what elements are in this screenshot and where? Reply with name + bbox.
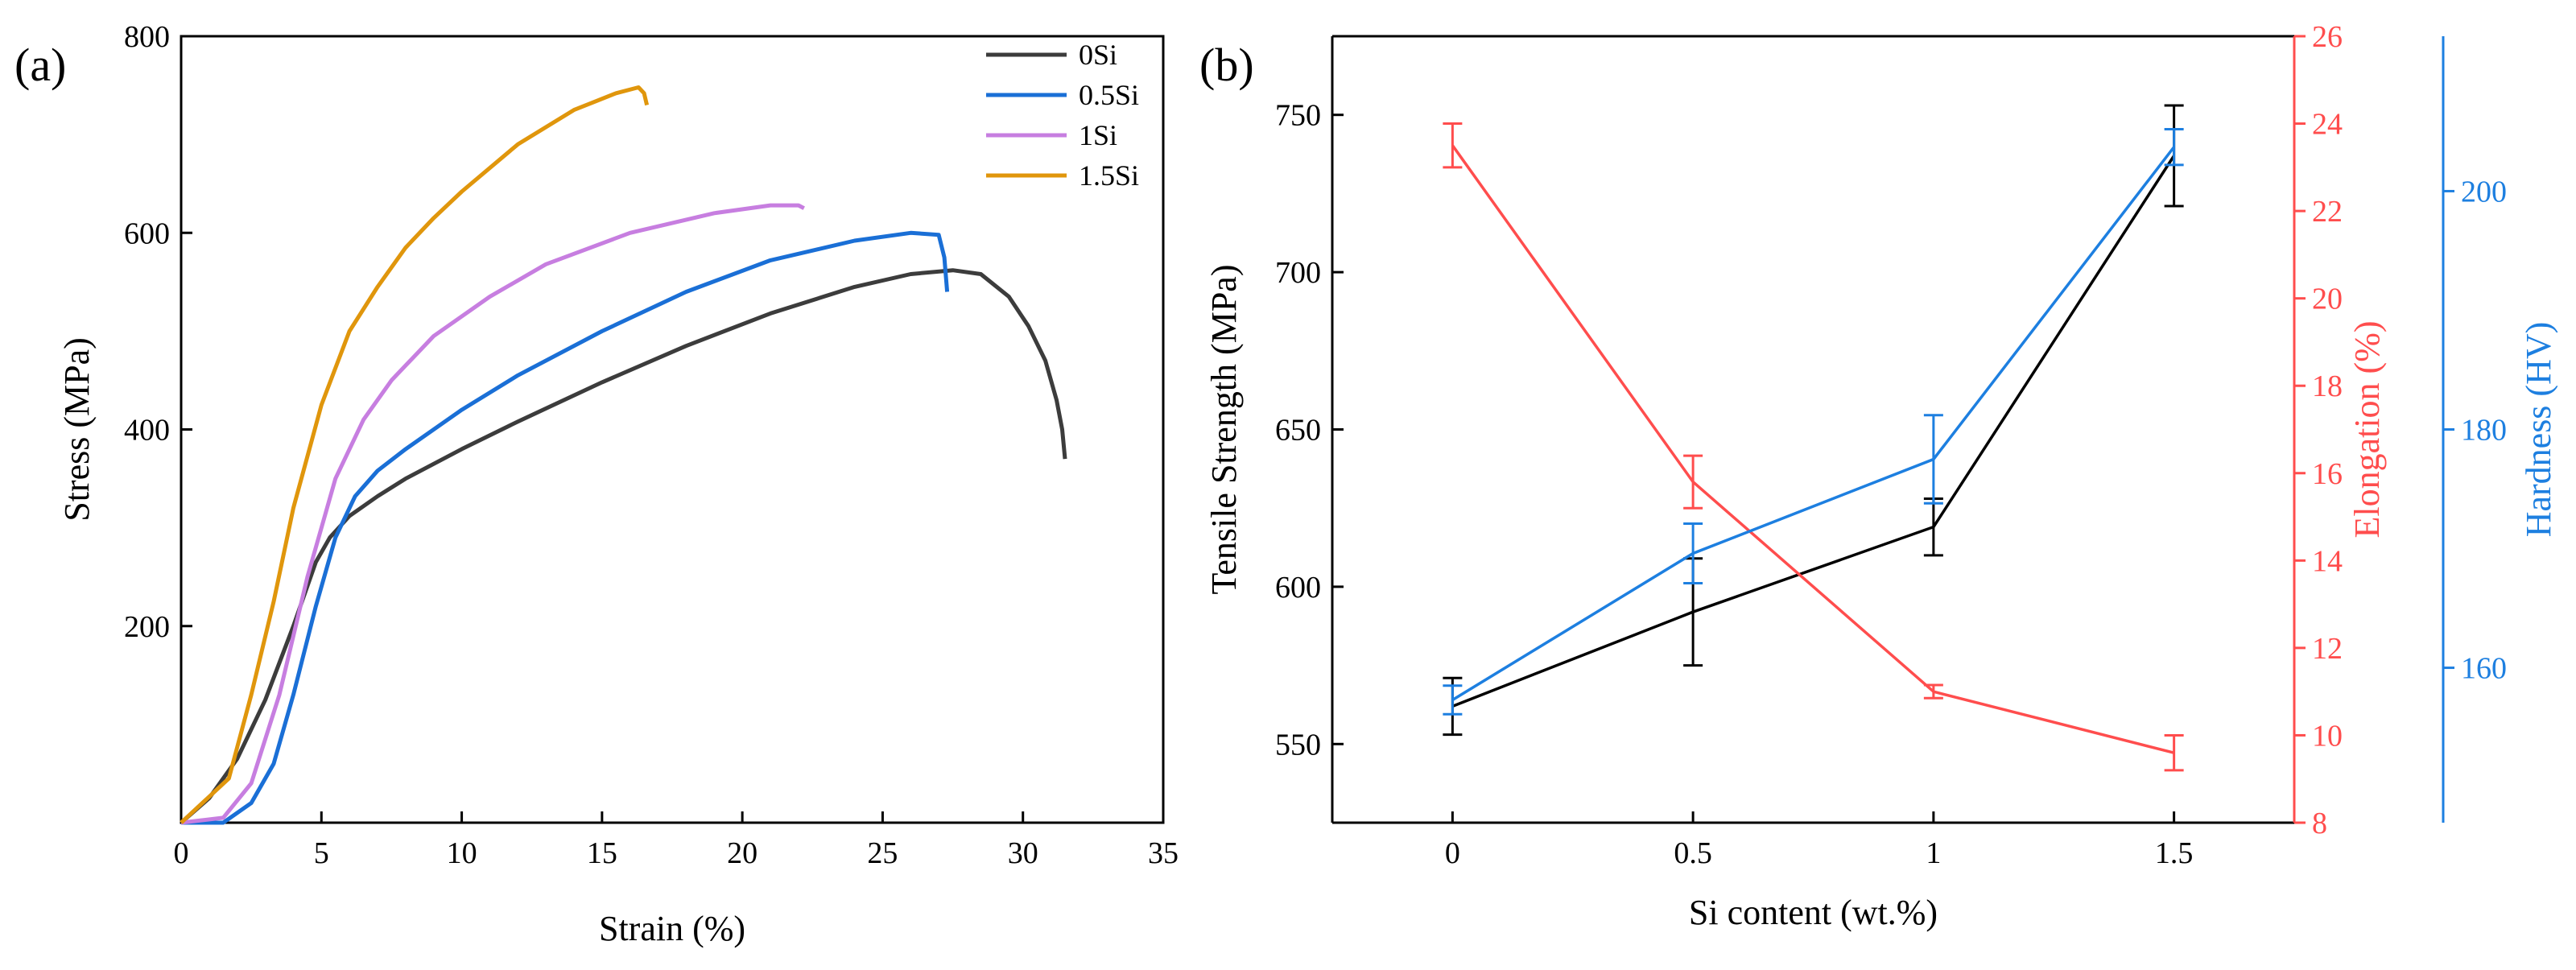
elongation-tick-label: 26 <box>2312 20 2343 54</box>
hardness-tick-label: 200 <box>2461 175 2507 208</box>
elongation-tick-label: 10 <box>2312 719 2343 753</box>
left-tick-label: 750 <box>1275 99 1321 133</box>
elongation-tick-label: 16 <box>2312 457 2343 491</box>
elongation-tick-label: 8 <box>2312 807 2327 840</box>
elongation-tick-label: 20 <box>2312 283 2343 316</box>
hardness-tick-label: 160 <box>2461 652 2507 686</box>
elongation-tick-label: 12 <box>2312 632 2343 666</box>
legend-label: 0.5Si <box>1079 79 1139 111</box>
left-axis-title: Tensile Strength (MPa) <box>1204 265 1244 595</box>
series-elongation <box>1451 144 2175 754</box>
error-bar <box>2164 127 2184 167</box>
x-tick-label: 10 <box>447 836 477 870</box>
error-bar <box>1443 122 1463 169</box>
x-tick-label: 25 <box>867 836 898 870</box>
x-tick-label: 35 <box>1148 836 1179 870</box>
y-tick-label: 200 <box>124 610 170 644</box>
error-bar <box>1683 454 1703 510</box>
x-tick-label: 0 <box>1445 836 1460 870</box>
x-tick-label: 0 <box>174 836 189 870</box>
error-bar <box>1923 683 1943 700</box>
hardness-tick-label: 180 <box>2461 414 2507 448</box>
y-axis-title: Stress (MPa) <box>57 337 97 522</box>
y-tick-label: 800 <box>124 20 170 54</box>
error-bar <box>1443 684 1463 716</box>
error-bar <box>2164 733 2184 772</box>
elongation-tick-label: 22 <box>2312 195 2343 229</box>
panel-a-label: (a) <box>14 39 66 91</box>
hardness-axis-title: Hardness (HV) <box>2519 322 2558 538</box>
series-tensile-strength <box>1451 155 2176 708</box>
panel-b-chart: (b) 0 0.5 1 1.5 Si content (wt.%) 550 600 650 700… <box>1199 20 2558 932</box>
x-tick-label: 5 <box>314 836 329 870</box>
x-tick-label: 20 <box>727 836 758 870</box>
left-tick-label: 550 <box>1275 728 1321 762</box>
left-tick-label: 700 <box>1275 256 1321 290</box>
error-bar <box>1923 497 1943 557</box>
left-tick-label: 650 <box>1275 414 1321 448</box>
error-bar <box>1683 522 1703 584</box>
elongation-tick-label: 18 <box>2312 369 2343 403</box>
x-tick-label: 1 <box>1926 836 1941 870</box>
curve-1.5Si <box>180 85 650 824</box>
x-axis-title: Si content (wt.%) <box>1689 893 1938 932</box>
legend-label: 1Si <box>1079 119 1117 151</box>
x-tick-label: 30 <box>1008 836 1038 870</box>
y-tick-label: 400 <box>124 414 170 448</box>
panel-a-frame <box>180 35 1165 824</box>
left-tick-label: 600 <box>1275 571 1321 605</box>
x-tick-label: 0.5 <box>1674 836 1712 870</box>
legend-label: 1.5Si <box>1079 159 1139 192</box>
curve-0Si <box>180 268 1067 824</box>
elongation-tick-label: 24 <box>2312 108 2343 142</box>
curve-0.5Si <box>181 230 950 825</box>
curve-1Si <box>180 203 805 825</box>
x-tick-label: 15 <box>587 836 617 870</box>
legend-label: 0Si <box>1079 39 1117 71</box>
series-hardness <box>1451 146 2175 701</box>
elongation-axis-title: Elongation (%) <box>2347 320 2387 538</box>
elongation-tick-label: 14 <box>2312 544 2343 578</box>
panel-b-label: (b) <box>1199 39 1254 91</box>
x-tick-label: 1.5 <box>2155 836 2194 870</box>
y-tick-label: 600 <box>124 217 170 250</box>
x-axis-title: Strain (%) <box>599 909 745 948</box>
panel-a-chart: (a) 0 5 10 15 20 25 30 35 200 400 600 800 Strain (%) S… <box>14 20 1179 948</box>
error-bar <box>1923 414 1943 505</box>
